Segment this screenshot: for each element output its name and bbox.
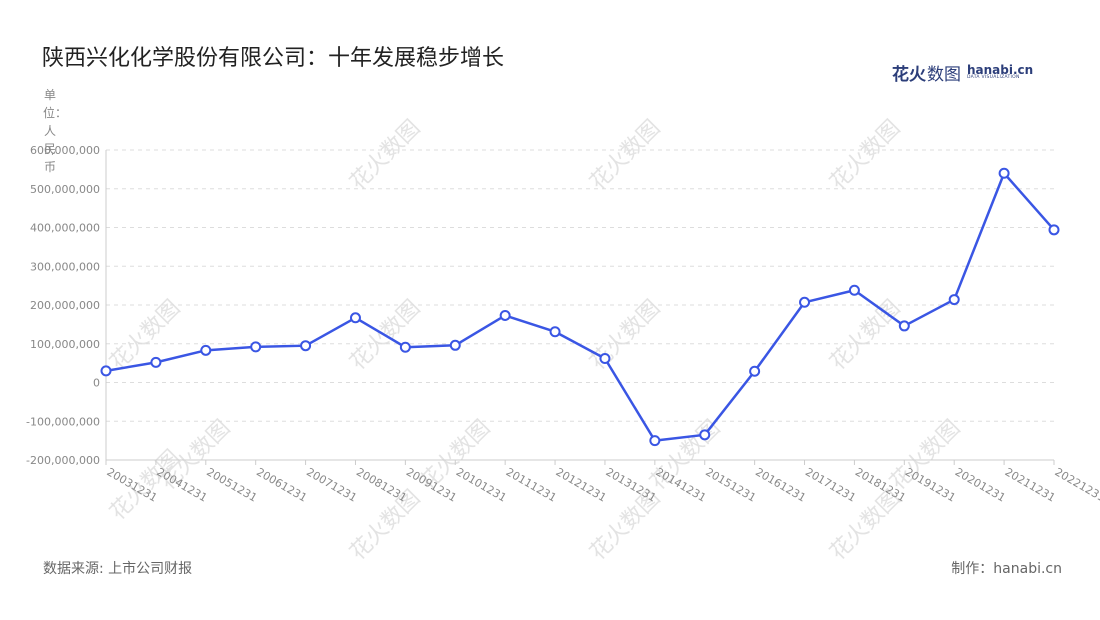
y-tick-label: 500,000,000 bbox=[30, 183, 100, 196]
x-tick-label: 20061231 bbox=[254, 465, 309, 504]
x-tick-label: 20081231 bbox=[354, 465, 409, 504]
y-tick-label: 100,000,000 bbox=[30, 338, 100, 351]
watermark-text: 花火数图 bbox=[585, 295, 665, 375]
y-tick-label: 200,000,000 bbox=[30, 299, 100, 312]
data-source: 数据来源: 上市公司财报 bbox=[43, 561, 193, 577]
y-tick-label: 0 bbox=[93, 377, 100, 390]
x-tick-label: 20151231 bbox=[703, 465, 758, 504]
grid-layer bbox=[106, 149, 1054, 461]
data-point bbox=[100, 365, 112, 377]
x-tick-label: 20051231 bbox=[204, 465, 259, 504]
watermark-text: 花火数图 bbox=[345, 485, 425, 565]
brand-logo-en: hanabi.cn DATA VISUALIZATION bbox=[967, 64, 1033, 81]
y-tick-label: 600,000,000 bbox=[30, 144, 100, 157]
data-point bbox=[549, 326, 561, 338]
data-point bbox=[449, 339, 461, 351]
brand-logo-tagline: DATA VISUALIZATION bbox=[967, 74, 1020, 80]
watermark-text: 花火数图 bbox=[585, 115, 665, 195]
data-point bbox=[200, 344, 212, 356]
data-point bbox=[749, 365, 761, 377]
x-tick-label: 20111231 bbox=[504, 465, 559, 504]
x-tick-label: 20211231 bbox=[1003, 465, 1058, 504]
series-layer bbox=[100, 167, 1060, 447]
x-tick-label: 20071231 bbox=[304, 465, 359, 504]
y-tick-label: -100,000,000 bbox=[26, 415, 100, 428]
data-point bbox=[250, 341, 262, 353]
data-point bbox=[349, 312, 361, 324]
y-tick-label: 400,000,000 bbox=[30, 222, 100, 235]
y-tick-label: 300,000,000 bbox=[30, 260, 100, 273]
chart-title: 陕西兴化化学股份有限公司：十年发展稳步增长 bbox=[42, 46, 505, 71]
data-point bbox=[699, 429, 711, 441]
brand-logo-domain: hanabi.cn bbox=[967, 62, 1034, 77]
data-point bbox=[1048, 224, 1060, 236]
x-tick-label: 20161231 bbox=[753, 465, 808, 504]
data-point bbox=[799, 296, 811, 308]
series-line bbox=[105, 172, 1055, 442]
data-point bbox=[300, 340, 312, 352]
data-point bbox=[649, 435, 661, 447]
y-axis: -200,000,000 -100,000,000 0 100,000,000 200,… bbox=[26, 144, 107, 467]
x-tick-label: 20131231 bbox=[603, 465, 658, 504]
y-axis-unit-label: 单位：人民币 bbox=[43, 88, 68, 174]
data-point bbox=[150, 356, 162, 368]
data-point bbox=[599, 352, 611, 364]
x-tick-label: 20201231 bbox=[953, 465, 1008, 504]
data-point bbox=[499, 309, 511, 321]
data-point bbox=[948, 294, 960, 306]
watermark-text: 花火数图 bbox=[825, 115, 905, 195]
data-point bbox=[399, 341, 411, 353]
data-point bbox=[848, 284, 860, 296]
chart-maker: 制作：hanabi.cn bbox=[951, 561, 1062, 577]
brand-logo-cn-1: 花火 bbox=[892, 64, 926, 85]
data-point bbox=[898, 320, 910, 332]
brand-logo: 花火 数图 hanabi.cn DATA VISUALIZATION bbox=[892, 60, 1033, 85]
x-tick-label: 20101231 bbox=[454, 465, 509, 504]
x-tick-label: 20121231 bbox=[554, 465, 609, 504]
watermark-text: 花火数图 bbox=[345, 115, 425, 195]
y-tick-label: -200,000,000 bbox=[26, 454, 100, 467]
x-axis: 2003123120041231200512312006123120071231… bbox=[105, 459, 1100, 505]
x-tick-label: 20171231 bbox=[803, 465, 858, 504]
brand-logo-cn-2: 数图 bbox=[927, 64, 961, 85]
x-tick-label: 20221231 bbox=[1053, 465, 1100, 504]
watermark-text: 花火数图 bbox=[825, 295, 905, 375]
data-point bbox=[998, 167, 1010, 179]
